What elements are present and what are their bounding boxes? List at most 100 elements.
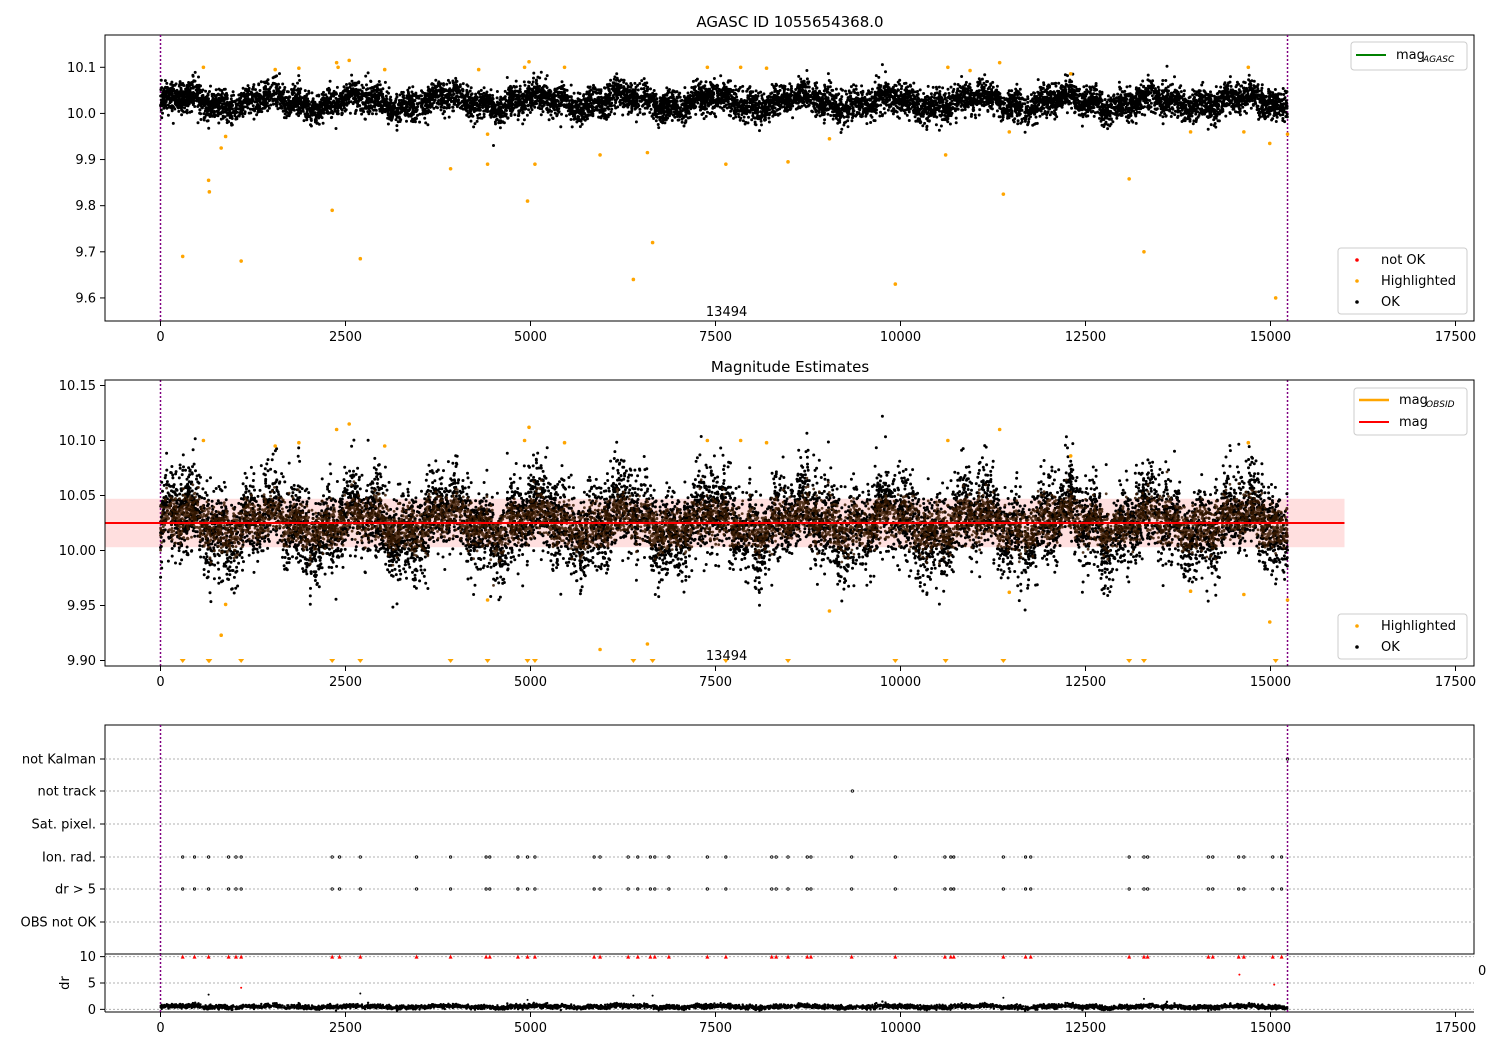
highlighted-point	[476, 67, 481, 72]
legend-box	[1337, 613, 1468, 660]
dr-clipped-marker	[786, 954, 791, 959]
flag-marker	[705, 887, 709, 891]
flag-marker	[192, 887, 197, 891]
flag-marker	[533, 887, 537, 891]
highlighted-point	[598, 647, 602, 652]
dr-clipped-marker	[1241, 954, 1246, 959]
flag-marker	[1271, 855, 1275, 859]
flag-marker	[207, 887, 211, 891]
dr-clipped-marker	[337, 954, 342, 959]
dr-clipped-marker	[239, 954, 244, 959]
flag-marker	[337, 887, 342, 891]
flag-marker	[648, 887, 652, 891]
dr-clipped-marker	[525, 954, 530, 959]
highlighted-point	[650, 240, 655, 245]
highlighted-point	[764, 66, 769, 71]
highlighted-below-range-marker	[447, 659, 454, 663]
flag-marker	[592, 855, 596, 859]
x-tick-label: 2500	[329, 675, 362, 690]
flag-marker	[330, 855, 334, 859]
highlighted-point	[219, 146, 223, 150]
x-tick-label: 12500	[1065, 1021, 1106, 1036]
flag-marker	[724, 887, 728, 891]
magnitude-estimates-panel: Magnitude Estimates 0 2500 5000 7500 10000 12…	[59, 358, 1476, 690]
legend-highlighted-label: Highlighted	[1381, 274, 1456, 289]
highlighted-point	[562, 440, 567, 445]
highlighted-point	[738, 438, 743, 443]
flag-category-label: not Kalman	[22, 753, 96, 768]
flag-marker	[952, 887, 956, 891]
highlighted-point	[223, 602, 228, 607]
highlighted-below-range-marker	[630, 659, 637, 663]
flag-marker	[1237, 887, 1241, 891]
highlighted-point	[968, 68, 972, 73]
highlighted-point	[522, 65, 527, 70]
flag-marker	[770, 855, 774, 859]
flag-marker	[626, 887, 630, 891]
x-tick-label: 2500	[329, 1021, 362, 1036]
highlighted-below-range-marker	[524, 659, 531, 663]
highlighted-point	[645, 150, 650, 155]
highlighted-point	[223, 134, 228, 139]
panel-2-title: Magnitude Estimates	[711, 358, 869, 376]
flag-marker	[598, 855, 602, 859]
highlighted-point	[946, 438, 950, 443]
highlighted-point	[533, 162, 537, 166]
flag-marker	[653, 887, 657, 891]
panel-1-axes: 0 2500 5000 7500 10000 12500 15000 17500 9.6 9.7 9…	[67, 61, 1476, 345]
dr-clipped-marker	[808, 954, 813, 959]
flag-marker	[234, 887, 238, 891]
panel-2-legend-upper: mag OBSID mag	[1353, 387, 1468, 436]
flag-marker	[626, 855, 630, 859]
dr-axis-label: dr	[58, 976, 73, 990]
legend-highlighted-marker	[1355, 279, 1359, 283]
dr-clipped-marker	[1210, 954, 1215, 959]
highlighted-point	[1188, 589, 1193, 593]
dr-outlier-point	[1002, 996, 1005, 999]
flag-marker	[850, 855, 854, 859]
highlighted-point	[273, 444, 278, 448]
highlighted-point	[1285, 132, 1290, 136]
flag-marker	[809, 887, 813, 891]
highlighted-point	[705, 65, 710, 70]
x-tick-label: 10000	[880, 1021, 921, 1036]
highlighted-point	[347, 58, 352, 63]
highlighted-point	[330, 208, 334, 213]
panel-2-frame	[104, 379, 1475, 667]
flag-marker	[598, 887, 602, 891]
legend-ok-label: OK	[1381, 640, 1400, 655]
highlighted-point	[1142, 250, 1146, 254]
figure-title: AGASC ID 1055654368.0	[696, 13, 883, 31]
highlighted-point	[598, 153, 602, 157]
highlighted-point	[1007, 130, 1012, 134]
dr-clipped-marker	[1279, 954, 1284, 959]
dr-clipped-marker	[414, 954, 419, 959]
legend-ok-marker	[1355, 300, 1359, 304]
highlighted-point	[786, 160, 790, 164]
flag-marker	[774, 855, 778, 859]
legend-box	[1350, 41, 1468, 71]
flag-marker	[358, 887, 362, 891]
legend-not-ok-marker	[1355, 258, 1359, 262]
highlighted-point	[893, 282, 898, 286]
dr-clipped-marker	[893, 954, 898, 959]
legend-not-ok-label: not OK	[1381, 253, 1426, 268]
dr-clipped-marker	[948, 954, 953, 959]
dr-clipped-marker	[330, 954, 335, 959]
panel-1-legend-upper: mag AGASC	[1350, 41, 1468, 71]
flag-marker	[234, 855, 238, 859]
flags-panel: not Kalman not track Sat. pixel. Ion. rad. d…	[21, 724, 1475, 955]
flag-marker	[525, 887, 530, 891]
x-tick-label: 0	[156, 1021, 164, 1036]
dr-clipped-marker	[705, 954, 710, 959]
dr-clipped-marker	[849, 954, 854, 959]
highlighted-point	[562, 65, 567, 70]
x-tick-label: 7500	[699, 675, 732, 690]
highlighted-point	[522, 438, 527, 443]
dr-clipped-marker	[1270, 954, 1275, 959]
dr-clipped-marker	[626, 954, 631, 959]
flag-marker	[239, 887, 243, 891]
flag-marker	[226, 855, 231, 859]
dr-clipped-marker	[192, 954, 197, 959]
highlighted-below-range-marker	[484, 659, 491, 663]
